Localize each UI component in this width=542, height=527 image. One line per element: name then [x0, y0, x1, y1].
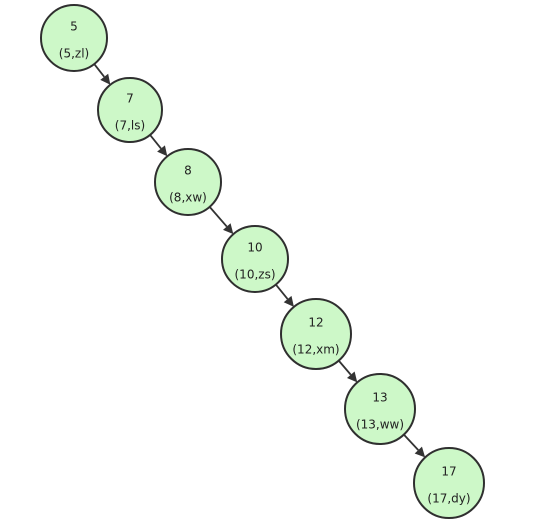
node-entry-label: (13,ww)	[356, 418, 404, 432]
node-10: 10 (10,zs)	[221, 225, 289, 293]
node-5: 5 (5,zl)	[40, 4, 108, 72]
edge-8-to-10	[208, 206, 234, 235]
nodes: 5(5,zl)7(7,ls)8(8,xw)10(10,zs)12(12,xm)1…	[40, 4, 485, 519]
node-circle	[221, 225, 289, 293]
edge-line	[275, 284, 289, 300]
node-key-label: 13	[372, 391, 387, 405]
node-circle	[40, 4, 108, 72]
node-entry-label: (8,xw)	[169, 191, 207, 205]
arrowhead-icon	[414, 446, 426, 458]
arrowhead-icon	[283, 295, 294, 307]
node-13: 13 (13,ww)	[344, 373, 416, 445]
edge-10-to-12	[275, 284, 294, 307]
edge-13-to-17	[403, 433, 426, 458]
node-entry-label: (7,ls)	[115, 119, 145, 133]
node-entry-label: (17,dy)	[427, 492, 470, 506]
node-circle	[97, 77, 163, 143]
node-circle	[344, 373, 416, 445]
node-key-label: 5	[70, 20, 78, 34]
node-key-label: 17	[441, 465, 456, 479]
edge-5-to-7	[93, 63, 111, 85]
node-17: 17 (17,dy)	[413, 447, 485, 519]
arrowhead-icon	[346, 371, 358, 383]
edges	[93, 63, 426, 458]
node-circle	[280, 298, 352, 370]
node-7: 7 (7,ls)	[97, 77, 163, 143]
node-entry-label: (5,zl)	[59, 47, 89, 61]
node-key-label: 8	[184, 164, 192, 178]
edge-line	[403, 433, 419, 451]
edge-line	[93, 63, 105, 78]
edge-line	[208, 206, 228, 228]
edge-7-to-8	[149, 134, 168, 157]
node-circle	[413, 447, 485, 519]
arrowhead-icon	[100, 73, 111, 85]
node-key-label: 7	[126, 92, 134, 106]
arrowhead-icon	[157, 145, 168, 157]
node-8: 8 (8,xw)	[154, 148, 222, 216]
node-circle	[154, 148, 222, 216]
node-entry-label: (12,xm)	[292, 343, 339, 357]
node-key-label: 10	[247, 241, 262, 255]
edge-line	[149, 134, 162, 150]
node-entry-label: (10,zs)	[235, 268, 276, 282]
node-12: 12 (12,xm)	[280, 298, 352, 370]
edge-12-to-13	[338, 360, 358, 383]
edge-line	[338, 360, 352, 376]
node-key-label: 12	[308, 316, 323, 330]
arrowhead-icon	[223, 223, 234, 235]
